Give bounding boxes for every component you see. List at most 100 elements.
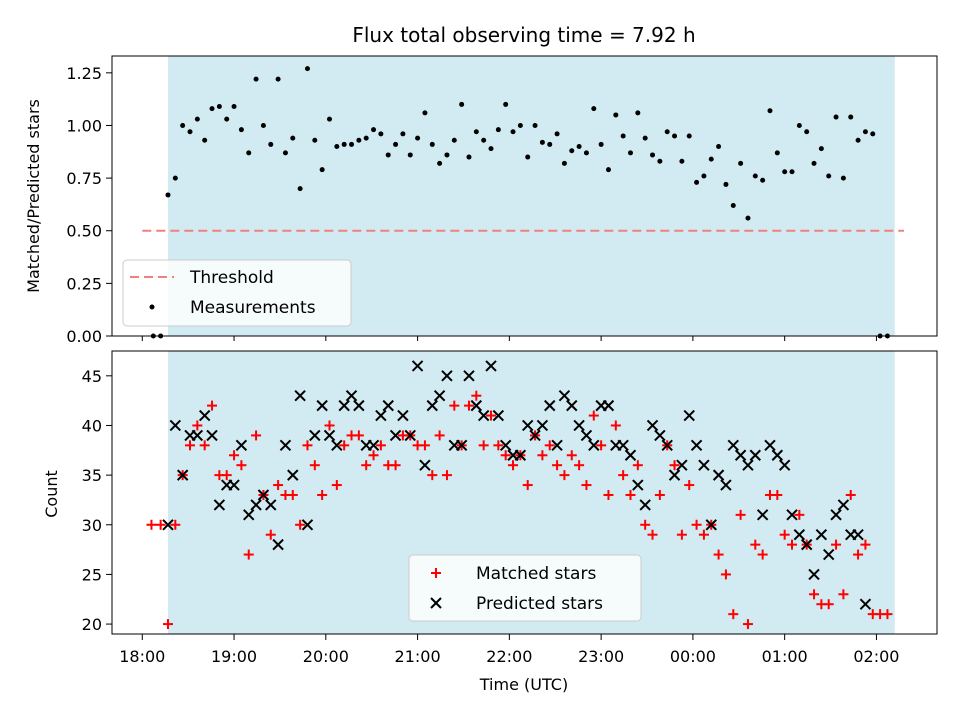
matched-star-point bbox=[860, 539, 871, 550]
measurement-point bbox=[591, 106, 597, 112]
matched-star-point bbox=[243, 549, 254, 560]
matched-star-point bbox=[471, 390, 482, 401]
predicted-star-point bbox=[404, 429, 416, 442]
predicted-star-point bbox=[734, 449, 747, 461]
measurement-point bbox=[752, 173, 758, 179]
predicted-star-point bbox=[514, 449, 527, 461]
matched-star-point bbox=[618, 470, 629, 481]
y-tick-label: 45 bbox=[82, 367, 102, 386]
predicted-star-point bbox=[463, 370, 475, 382]
predicted-star-point bbox=[265, 499, 277, 511]
measurement-point bbox=[275, 76, 281, 82]
x-tick-label: 23:00 bbox=[578, 647, 624, 666]
bottom-panel: 20 25 30 35 40 45 18:00 19:00 20:00 21:00 22:00 23… bbox=[42, 350, 938, 694]
y-tick-label: 0.75 bbox=[66, 169, 102, 188]
measurement-point bbox=[738, 160, 744, 166]
measurement-point bbox=[187, 129, 193, 135]
predicted-star-point bbox=[551, 439, 563, 452]
matched-star-point bbox=[162, 619, 173, 630]
matched-star-point bbox=[368, 450, 379, 461]
legend-threshold-label: Threshold bbox=[189, 268, 274, 288]
measurement-point bbox=[349, 141, 355, 147]
matched-star-point bbox=[588, 410, 599, 421]
matched-star-point bbox=[779, 529, 790, 540]
measurement-point bbox=[238, 127, 244, 133]
measurement-point bbox=[613, 112, 619, 118]
predicted-star-point bbox=[632, 479, 644, 491]
matched-star-point bbox=[654, 489, 665, 500]
predicted-star-point bbox=[353, 399, 365, 412]
measurement-point bbox=[701, 173, 707, 179]
predicted-star-point bbox=[419, 459, 431, 471]
predicted-star-point bbox=[800, 538, 813, 551]
x-tick-label: 01:00 bbox=[762, 647, 808, 666]
measurement-point bbox=[561, 160, 567, 166]
measurement-point bbox=[745, 215, 751, 221]
matched-star-point bbox=[728, 609, 739, 620]
bottom-legend-box bbox=[408, 554, 642, 622]
matched-star-point bbox=[757, 549, 768, 560]
measurement-point bbox=[672, 133, 678, 139]
predicted-star-point bbox=[309, 429, 321, 442]
predicted-star-point bbox=[580, 429, 593, 442]
predicted-star-point bbox=[823, 548, 835, 561]
matched-star-point bbox=[581, 480, 592, 491]
measurement-point bbox=[319, 167, 325, 173]
predicted-star-point bbox=[301, 519, 314, 531]
predicted-star-point bbox=[683, 409, 695, 422]
predicted-star-point bbox=[793, 528, 806, 541]
predicted-star-point bbox=[852, 528, 864, 541]
measurement-point bbox=[503, 101, 509, 107]
matched-star-point bbox=[640, 519, 651, 530]
measurement-point bbox=[216, 104, 222, 110]
measurement-point bbox=[686, 133, 692, 139]
matched-star-point bbox=[486, 410, 497, 421]
matched-star-point bbox=[647, 529, 658, 540]
predicted-star-point bbox=[257, 489, 270, 501]
matched-star-point bbox=[853, 549, 864, 560]
measurement-point bbox=[268, 141, 274, 147]
measurement-point bbox=[363, 135, 369, 141]
legend-predicted-label: Predicted stars bbox=[476, 594, 603, 614]
matched-star-point bbox=[772, 489, 783, 500]
matched-star-point bbox=[500, 450, 511, 461]
matched-star-point bbox=[596, 440, 607, 451]
measurement-point bbox=[605, 167, 611, 173]
matched-star-point bbox=[831, 539, 842, 550]
measurement-point bbox=[532, 122, 538, 128]
predicted-star-point bbox=[705, 519, 717, 531]
predicted-star-point bbox=[338, 399, 350, 412]
matched-star-point bbox=[625, 489, 636, 500]
predicted-star-point bbox=[243, 509, 255, 521]
predicted-star-point bbox=[558, 389, 571, 402]
matched-star-point bbox=[434, 430, 445, 441]
measurement-point bbox=[172, 175, 178, 181]
predicted-star-point bbox=[441, 370, 453, 382]
predicted-star-point bbox=[522, 419, 534, 432]
matched-star-point bbox=[339, 440, 350, 451]
predicted-star-point bbox=[235, 439, 248, 452]
measurement-point bbox=[253, 76, 259, 82]
measurement-point bbox=[760, 177, 766, 183]
measurement-point bbox=[716, 144, 722, 150]
matched-star-point bbox=[845, 489, 856, 500]
bottom-y-ticks: 20 25 30 35 40 45 bbox=[82, 367, 112, 634]
measurement-point bbox=[583, 150, 589, 156]
predicted-star-point bbox=[749, 449, 762, 461]
measurement-point bbox=[679, 158, 685, 164]
predicted-star-point bbox=[654, 429, 666, 442]
bottom-legend: Matched stars Predicted stars bbox=[408, 554, 642, 622]
matched-star-point bbox=[794, 509, 805, 520]
matched-star-point bbox=[221, 470, 232, 481]
predicted-star-point bbox=[676, 459, 688, 471]
matched-star-point bbox=[375, 440, 386, 451]
measurement-point bbox=[407, 152, 413, 158]
measurement-point bbox=[664, 129, 670, 135]
measurement-point bbox=[334, 144, 340, 150]
predicted-star-point bbox=[492, 409, 505, 422]
measurement-point bbox=[326, 116, 332, 122]
y-tick-label: 1.25 bbox=[66, 64, 102, 83]
top-axes-frame bbox=[111, 55, 938, 337]
predicted-star-point bbox=[213, 499, 226, 511]
predicted-star-point bbox=[588, 439, 600, 452]
